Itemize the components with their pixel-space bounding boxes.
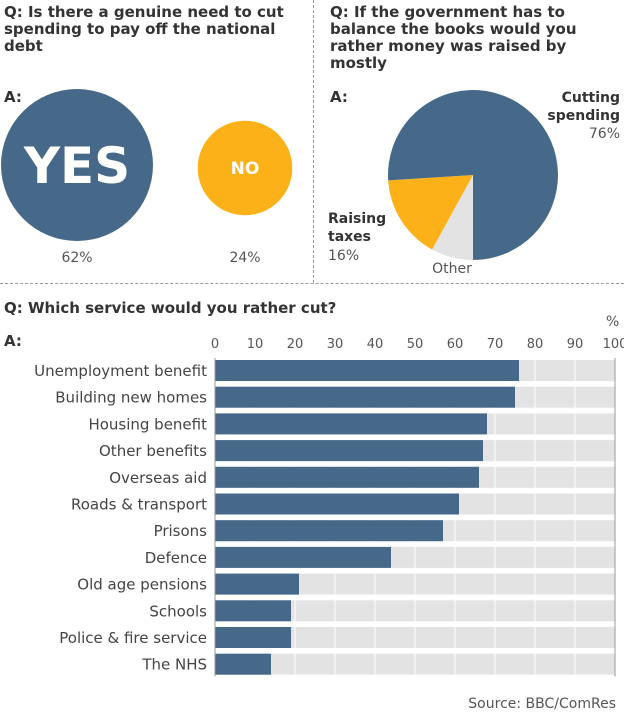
- bubble-no: [197, 120, 293, 216]
- divider-vertical: [313, 0, 314, 283]
- category-label: Housing benefit: [88, 415, 207, 433]
- bubble-value: 62%: [61, 250, 92, 266]
- tick-label: 60: [447, 337, 464, 352]
- pie-slice: [432, 175, 473, 260]
- category-label: Building new homes: [55, 389, 207, 407]
- category-label: Schools: [149, 602, 207, 620]
- pie-slice: [388, 175, 473, 250]
- bubble-chart: YES 62% NO 24%: [1, 89, 293, 266]
- bar: [215, 600, 291, 622]
- category-label: Defence: [145, 549, 207, 567]
- question-3: Q: Which service would you rather cut?: [4, 299, 337, 317]
- bar: [215, 493, 459, 515]
- slice-label: taxes: [328, 229, 371, 245]
- divider-horizontal: [0, 283, 624, 284]
- tick-label: 30: [327, 337, 344, 352]
- answer-label-3: A:: [4, 332, 22, 350]
- bubble-label: NO: [231, 159, 260, 179]
- bar: [215, 440, 483, 462]
- bar: [215, 520, 443, 542]
- slice-label: spending: [547, 108, 620, 124]
- bubble-yes: [1, 89, 153, 241]
- bubble-label: YES: [23, 137, 130, 195]
- slice-label: Other: [432, 261, 472, 277]
- tick-label: 100: [603, 337, 624, 352]
- tick-label: 40: [367, 337, 384, 352]
- bar: [215, 573, 299, 595]
- bar: [215, 360, 519, 381]
- slice-value: 76%: [589, 126, 620, 142]
- category-label: Overseas aid: [109, 469, 207, 487]
- answer-label-1: A:: [4, 88, 22, 106]
- tick-label: 10: [247, 337, 264, 352]
- category-label: Roads & transport: [71, 496, 207, 514]
- answer-label-2: A:: [330, 88, 348, 106]
- pie-chart: Cutting spending 76% Raising taxes 16% Other: [328, 90, 620, 277]
- category-label: Unemployment benefit: [34, 362, 207, 380]
- category-label: Other benefits: [99, 442, 207, 460]
- category-label: Old age pensions: [77, 576, 207, 594]
- bubble-value: 24%: [229, 250, 260, 266]
- bar: [215, 386, 515, 408]
- tick-label: 70: [487, 337, 504, 352]
- slice-label: Raising: [328, 211, 386, 227]
- slice-value: 16%: [328, 248, 359, 264]
- bar-chart: 0 10 20 30 40 50 60 70 80 90 100 Unemployment benef…: [34, 337, 624, 681]
- question-2: Q: If the government has to balance the …: [330, 3, 577, 72]
- unit-label: %: [606, 314, 620, 330]
- source: Source: BBC/ComRes: [468, 696, 616, 712]
- bar: [215, 413, 487, 435]
- bar: [215, 546, 391, 568]
- tick-label: 0: [211, 337, 219, 352]
- category-label: Prisons: [154, 522, 208, 540]
- bar: [215, 653, 271, 675]
- tick-label: 20: [287, 337, 304, 352]
- tick-label: 80: [527, 337, 544, 352]
- pie-slice: [388, 90, 558, 261]
- category-label: The NHS: [141, 656, 207, 674]
- tick-label: 90: [567, 337, 584, 352]
- category-label: Police & fire service: [59, 629, 207, 647]
- question-1: Q: Is there a genuine need to cut spendi…: [4, 3, 284, 55]
- bar: [215, 466, 479, 488]
- tick-label: 50: [407, 337, 424, 352]
- bar: [215, 627, 291, 648]
- slice-label: Cutting: [562, 90, 620, 106]
